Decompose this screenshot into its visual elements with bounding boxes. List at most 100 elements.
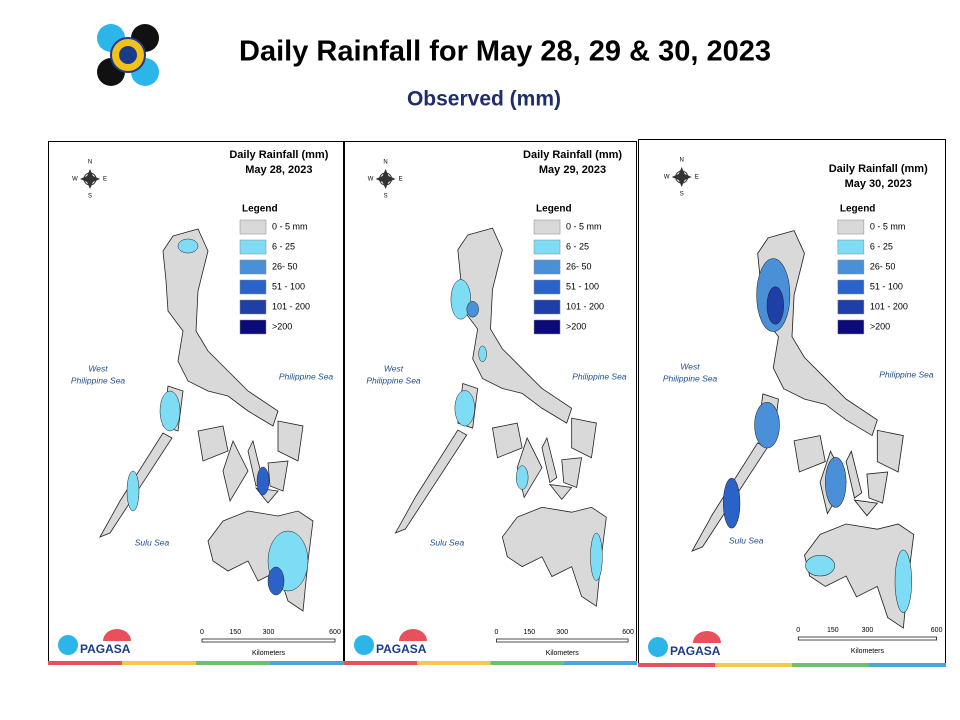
legend-label: 6 - 25 [272, 241, 295, 251]
sea-label: Sulu Sea [729, 535, 764, 545]
compass-letter: N [680, 158, 684, 164]
legend-title: Legend [840, 204, 876, 215]
rain-area [723, 477, 741, 529]
color-stripe [792, 663, 869, 667]
island [793, 435, 826, 473]
logo-icon [354, 635, 374, 655]
country-map [99, 228, 314, 612]
rain-area [590, 532, 603, 581]
legend-label: 26- 50 [566, 261, 592, 271]
legend-label: 0 - 5 mm [272, 221, 308, 231]
scale-label: 150 [524, 629, 536, 636]
compass-rose [80, 169, 100, 189]
legend-swatch [239, 259, 267, 275]
rain-area [177, 238, 199, 254]
sea-label: Philippine Sea [879, 369, 934, 379]
legend-title: Legend [536, 204, 572, 215]
legend-swatch [239, 219, 267, 235]
logo-text: PAGASA [376, 642, 427, 656]
legend-swatch [837, 319, 865, 335]
panel-date: May 30, 2023 [845, 178, 912, 190]
legend-swatch [837, 279, 865, 295]
rain-area [766, 286, 784, 325]
rain-area [466, 301, 479, 318]
scale-label: 300 [862, 627, 874, 634]
island [162, 228, 279, 427]
legend-swatch [837, 239, 865, 255]
sea-label: West [680, 361, 700, 371]
logo-icon [58, 635, 78, 655]
legend-label: 51 - 100 [272, 281, 305, 291]
legend-label: >200 [272, 321, 292, 331]
sea-label: Philippine Sea [366, 375, 421, 385]
scale-label: 150 [827, 627, 839, 634]
panel-date: May 29, 2023 [539, 164, 606, 176]
island [501, 506, 607, 607]
scale-label: 600 [931, 627, 943, 634]
island [548, 483, 573, 500]
legend-title: Legend [242, 204, 278, 215]
logo-umbrella [399, 629, 427, 641]
rain-area [805, 554, 835, 577]
rain-area [159, 390, 181, 432]
slide-subtitle: Observed (mm) [407, 88, 561, 111]
map-panel: N S E W Daily Rainfall (mm) May 28, 2023 Legen… [48, 141, 344, 665]
island [853, 499, 879, 517]
sea-label: Philippine Sea [572, 371, 627, 381]
scale-bar [797, 636, 937, 641]
compass-letter: S [88, 194, 92, 200]
rain-area [267, 566, 285, 596]
color-stripe [344, 661, 418, 665]
legend-label: 0 - 5 mm [566, 221, 602, 231]
rain-area [450, 279, 471, 320]
legend-label: 0 - 5 mm [870, 221, 906, 231]
scale-bar [496, 638, 629, 643]
legend-label: >200 [870, 321, 890, 331]
legend-swatch [239, 239, 267, 255]
legend-label: 51 - 100 [870, 281, 903, 291]
map-panel: N S E W Daily Rainfall (mm) May 29, 2023 Legen… [344, 141, 637, 665]
color-stripe [48, 661, 122, 665]
color-stripe [270, 661, 344, 665]
legend-label: 101 - 200 [870, 301, 908, 311]
legend-label: 101 - 200 [272, 301, 310, 311]
island [876, 429, 904, 473]
scale-label: 600 [622, 629, 634, 636]
legend-label: >200 [566, 321, 586, 331]
island [267, 460, 289, 492]
compass-letter: E [399, 177, 403, 183]
legend-swatch [533, 279, 561, 295]
color-stripe [490, 661, 564, 665]
slide-title: Daily Rainfall for May 28, 29 & 30, 2023 [239, 36, 771, 68]
legend-swatch [837, 259, 865, 275]
logo-text: PAGASA [80, 642, 131, 656]
island [394, 429, 468, 534]
scale-label: 300 [556, 629, 568, 636]
legend-label: 6 - 25 [566, 241, 589, 251]
legend-swatch [239, 319, 267, 335]
sea-label: Philippine Sea [279, 371, 334, 381]
compass-ring [379, 172, 393, 186]
rain-area [454, 390, 475, 427]
island [541, 436, 558, 484]
compass-letter: S [384, 194, 388, 200]
compass-letter: E [103, 177, 107, 183]
color-stripe [869, 663, 946, 667]
legend-swatch [533, 219, 561, 235]
color-stripe [417, 661, 491, 665]
legend-swatch [239, 279, 267, 295]
legend-swatch [239, 299, 267, 315]
island [845, 449, 863, 499]
panel-title: Daily Rainfall (mm) [829, 163, 928, 175]
logo-icon [648, 637, 668, 657]
legend-label: 51 - 100 [566, 281, 599, 291]
logo-umbrella [103, 629, 131, 641]
scale-unit: Kilometers [252, 650, 286, 657]
legend-swatch [837, 299, 865, 315]
rain-area [825, 457, 847, 508]
rain-area [256, 466, 270, 496]
color-stripe [715, 663, 792, 667]
legend-swatch [533, 299, 561, 315]
compass-letter: N [383, 160, 387, 166]
panel-title: Daily Rainfall (mm) [523, 149, 622, 161]
